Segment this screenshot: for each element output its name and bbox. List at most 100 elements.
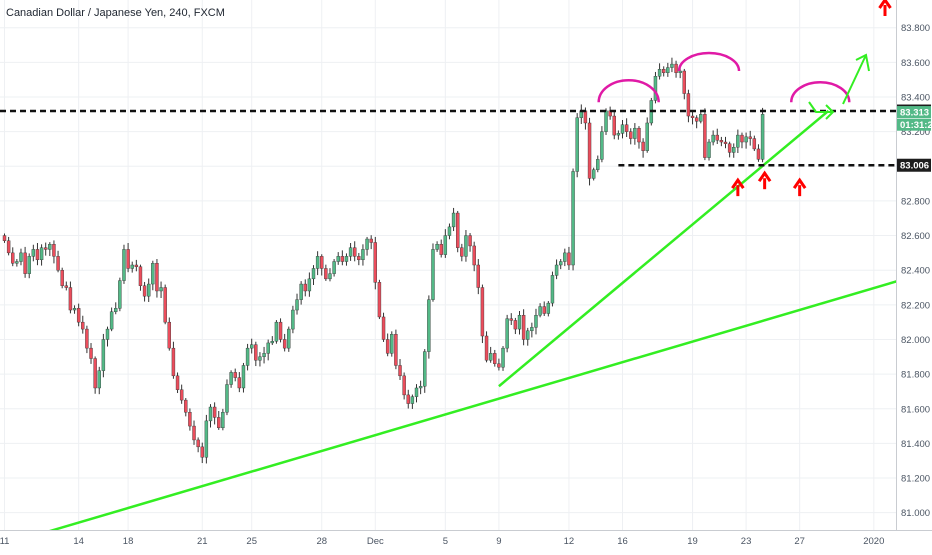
candle-body	[299, 283, 303, 300]
candle-body	[637, 127, 641, 143]
candle-body	[554, 264, 559, 276]
candle-body	[620, 124, 625, 134]
candle-body	[254, 344, 258, 361]
candle-body	[431, 249, 435, 300]
candle-body	[163, 287, 167, 323]
candle-body	[480, 287, 485, 337]
chart-title: Canadian Dollar / Japanese Yen, 240, FXC…	[6, 7, 225, 19]
candle-body	[526, 330, 530, 340]
x-tick-label: 12	[564, 536, 575, 547]
candle-body	[550, 275, 555, 304]
candle-body	[373, 242, 377, 283]
y-tick-label: 82.400	[901, 266, 930, 277]
candle-body	[184, 399, 188, 413]
candle-body	[126, 249, 130, 269]
candle-body	[418, 386, 423, 389]
candle-body	[616, 133, 621, 136]
candle-body	[221, 412, 225, 429]
candle-body	[641, 141, 645, 151]
candle-body	[596, 159, 600, 170]
arrow-head	[792, 177, 807, 189]
candle-body	[390, 334, 394, 354]
candle-body	[423, 351, 427, 387]
candle-body	[534, 315, 538, 328]
candle-body	[188, 412, 192, 427]
y-tick-label: 81.800	[901, 370, 930, 381]
candle-body	[249, 344, 254, 349]
candle-body	[653, 76, 658, 101]
candle-body	[295, 299, 299, 311]
candle-body	[447, 226, 452, 236]
candle-body	[394, 334, 398, 366]
candle-body	[439, 244, 443, 255]
left-shoulder-arc	[597, 79, 660, 103]
candle-body	[559, 261, 563, 266]
y-tick-label: 82.800	[901, 196, 930, 207]
candle-body	[410, 396, 415, 404]
candle-body	[114, 308, 118, 312]
candle-body	[118, 280, 122, 309]
candle-body	[192, 425, 196, 441]
candle-body	[719, 140, 724, 143]
candle-body	[575, 117, 579, 172]
candle-body	[278, 321, 283, 340]
candle-body	[517, 315, 522, 330]
candle-body	[624, 124, 629, 132]
candle-body	[662, 69, 666, 73]
countdown-tag: 01:31:20	[897, 118, 932, 131]
candle-body	[727, 143, 732, 153]
x-tick-label: 25	[246, 536, 257, 547]
candle-body	[315, 256, 320, 269]
tag-bg	[897, 118, 931, 131]
candle-body	[167, 321, 172, 349]
arrow-head	[878, 0, 892, 9]
y-tick-label: 83.800	[901, 23, 930, 34]
candle-body	[707, 141, 711, 158]
tag-text: 83.313	[900, 108, 929, 119]
candle-body	[324, 268, 328, 280]
x-tick-label: 14	[73, 536, 84, 547]
candle-body	[27, 256, 31, 274]
x-tick-label: Dec	[367, 536, 384, 547]
arrow-head	[825, 104, 835, 120]
last-price-tag: 83.313	[897, 106, 931, 119]
candle-body	[435, 244, 439, 250]
candle-body	[690, 115, 695, 118]
candle-body	[320, 256, 324, 269]
candle-body	[2, 235, 7, 241]
candle-body	[196, 439, 200, 448]
x-tick-label: 9	[496, 536, 501, 547]
candle-body	[674, 63, 678, 73]
candle-body	[81, 321, 85, 330]
candle-body	[752, 138, 757, 150]
y-tick-label: 83.200	[901, 127, 930, 138]
candle-body	[682, 70, 686, 94]
candle-body	[427, 299, 431, 352]
candle-body	[105, 328, 110, 340]
y-tick-label: 81.200	[901, 474, 930, 485]
candle-body	[204, 420, 209, 458]
candle-body	[699, 114, 703, 122]
candle-body	[52, 244, 56, 257]
red-up-arrow-2	[757, 170, 772, 190]
candle-body	[344, 256, 349, 262]
head-arc	[677, 51, 741, 72]
candle-body	[666, 67, 670, 73]
candle-body	[56, 256, 60, 271]
candle-body	[72, 308, 77, 311]
candle-body	[501, 347, 505, 368]
candle-body	[567, 252, 571, 266]
candle-body	[402, 375, 406, 396]
candle-body	[406, 394, 410, 404]
x-tick-label: 11	[0, 536, 9, 547]
red-up-arrow-1	[731, 177, 745, 197]
candle-body	[357, 256, 361, 261]
candle-body	[571, 171, 575, 266]
candle-body	[179, 389, 184, 401]
candle-body	[715, 134, 719, 141]
candle-body	[591, 169, 596, 179]
x-tick-label: 16	[617, 536, 628, 547]
candle-body	[464, 235, 468, 257]
arrow-head	[757, 170, 772, 183]
candle-body	[381, 316, 386, 340]
